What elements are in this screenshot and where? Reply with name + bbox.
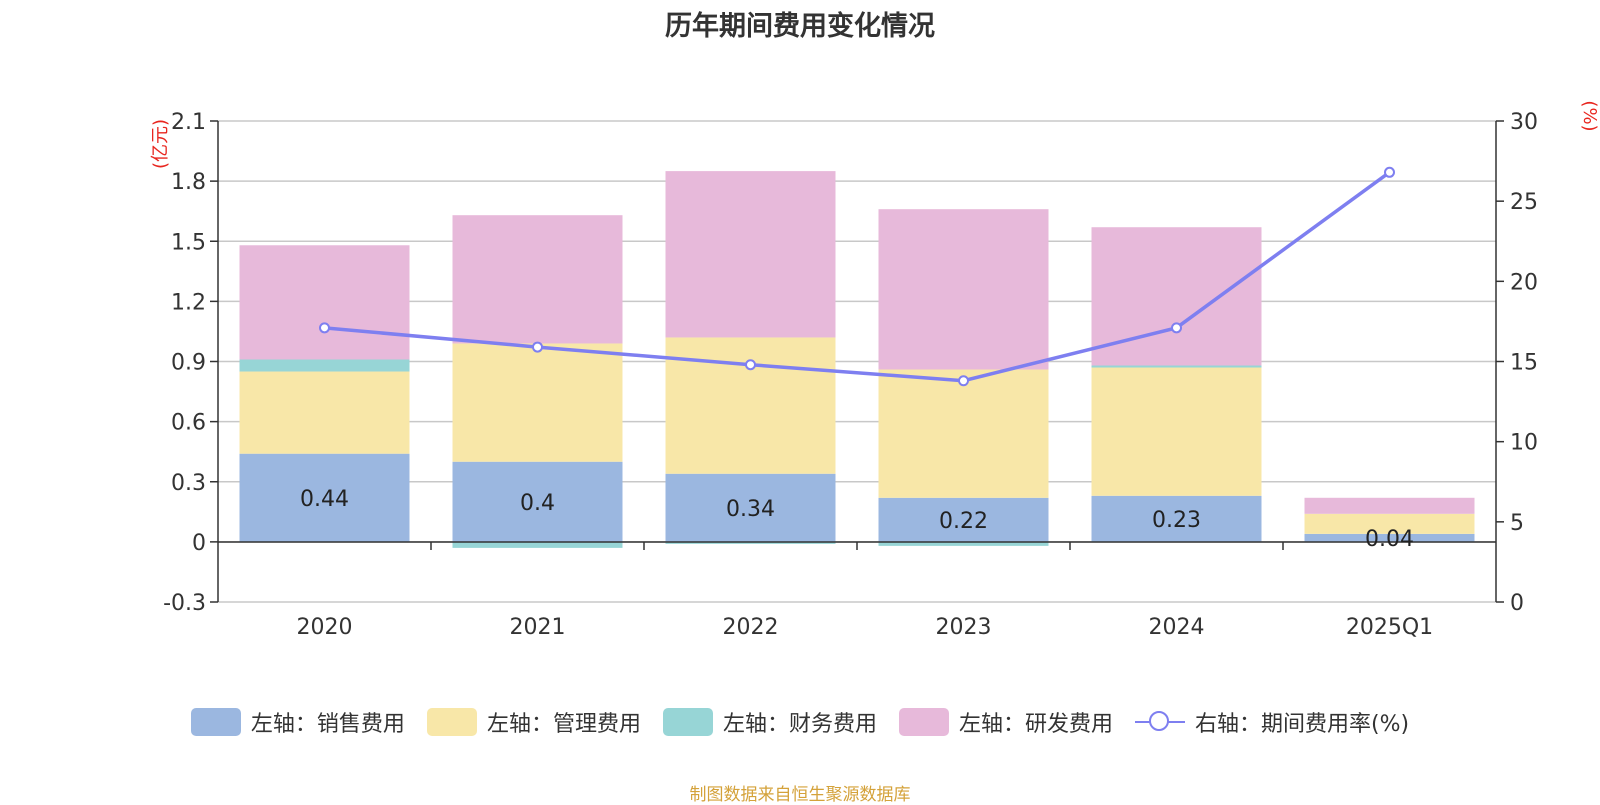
data-label: 0.04 — [1365, 527, 1414, 552]
left-tick-label: 0.6 — [171, 411, 206, 436]
right-tick-label: 20 — [1510, 270, 1538, 295]
left-axis-unit: (亿元) — [150, 119, 171, 169]
rate-point-2021 — [532, 341, 543, 353]
data-label: 0.22 — [939, 509, 988, 534]
legend-label-rate: 右轴：期间费用率(%) — [1194, 712, 1410, 737]
x-tick-label: 2022 — [723, 615, 779, 640]
legend-item-rate[interactable]: 右轴：期间费用率(%) — [1134, 706, 1410, 738]
bar-2021-s2 — [452, 541, 623, 548]
x-tick-label: 2021 — [510, 615, 566, 640]
x-tick-label: 2020 — [297, 615, 353, 640]
bar-2025Q1-s1 — [1304, 513, 1475, 534]
grid-lines — [218, 120, 1496, 603]
bar-2022-s1 — [665, 337, 836, 474]
left-tick-label: 1.2 — [171, 290, 206, 315]
left-tick-label: 0.3 — [171, 471, 206, 496]
legend-line-circle-icon — [1134, 708, 1185, 736]
bar-2022-s2 — [665, 541, 836, 544]
bar-2025Q1-s3 — [1304, 497, 1475, 514]
bar-2023-s1 — [878, 369, 1049, 498]
legend-swatch-sales — [190, 708, 241, 736]
bar-2025Q1-s0 — [1304, 533, 1475, 542]
x-tick-label: 2023 — [936, 615, 992, 640]
bar-2024-s2 — [1091, 365, 1262, 368]
rate-line-path — [324, 170, 1391, 383]
left-tick-label: 0.9 — [171, 351, 206, 376]
right-tick-label: 30 — [1510, 110, 1538, 135]
bar-2024-s3 — [1091, 227, 1262, 366]
legend-item-sales[interactable]: 左轴：销售费用 — [190, 706, 405, 738]
bar-2020-s0 — [239, 453, 410, 542]
data-label: 0.23 — [1152, 508, 1201, 533]
legend-label-sales: 左轴：销售费用 — [250, 712, 405, 737]
left-tick-label: 2.1 — [171, 110, 206, 135]
bar-2020-s3 — [239, 245, 410, 360]
right-tick-label: 5 — [1510, 511, 1524, 536]
bar-2023-s2 — [878, 541, 1049, 546]
legend-label-finance: 左轴：财务费用 — [722, 712, 877, 737]
legend: 左轴：销售费用 左轴：管理费用 左轴：财务费用 左轴：研发费用 右轴：期间费用率… — [0, 702, 1600, 742]
legend-swatch-rnd — [898, 708, 949, 736]
bar-2022-s3 — [665, 171, 836, 338]
legend-swatch-finance — [662, 708, 713, 736]
bar-2023-s3 — [878, 209, 1049, 370]
bar-2021-s3 — [452, 215, 623, 344]
right-tick-label: 25 — [1510, 190, 1538, 215]
legend-item-finance[interactable]: 左轴：财务费用 — [662, 706, 877, 738]
legend-label-admin: 左轴：管理费用 — [486, 712, 641, 737]
axes: 2.1 1.8 1.5 1.2 0.9 0.6 0.3 0 -0.3 30 25 20 15 10 5 0 20… — [163, 110, 1538, 640]
x-tick-label: 2025Q1 — [1346, 615, 1433, 640]
bar-2020-s1 — [239, 371, 410, 454]
legend-item-rnd[interactable]: 左轴：研发费用 — [898, 706, 1113, 738]
bar-series — [239, 171, 1475, 548]
data-label: 0.34 — [726, 497, 775, 522]
left-tick-label: 0 — [192, 531, 206, 556]
bar-2020-s2 — [239, 359, 410, 372]
chart-canvas: 2.1 1.8 1.5 1.2 0.9 0.6 0.3 0 -0.3 30 25 20 15 10 5 0 20… — [150, 100, 1600, 640]
bar-2022-s0 — [665, 473, 836, 542]
chart-title: 历年期间费用变化情况 — [665, 11, 935, 42]
bar-2021-s0 — [452, 461, 623, 542]
legend-swatch-admin — [426, 708, 477, 736]
left-tick-label: 1.5 — [171, 230, 206, 255]
rate-point-2022 — [745, 359, 756, 371]
rate-line — [319, 166, 1395, 387]
rate-point-2025Q1 — [1384, 166, 1395, 178]
right-axis-unit: (%) — [1579, 100, 1600, 131]
data-labels: 0.44 0.4 0.34 0.22 0.23 0.04 — [300, 487, 1414, 552]
rate-point-2020 — [319, 322, 330, 334]
legend-item-admin[interactable]: 左轴：管理费用 — [426, 706, 641, 738]
left-tick-label: 1.8 — [171, 170, 206, 195]
right-tick-label: 15 — [1510, 351, 1538, 376]
source-note: 制图数据来自恒生聚源数据库 — [689, 785, 911, 805]
data-label: 0.44 — [300, 487, 349, 512]
right-tick-label: 0 — [1510, 591, 1524, 616]
legend-label-rnd: 左轴：研发费用 — [958, 712, 1113, 737]
x-tick-label: 2024 — [1149, 615, 1205, 640]
bar-2023-s0 — [878, 497, 1049, 542]
data-label: 0.4 — [520, 491, 555, 516]
right-tick-label: 10 — [1510, 431, 1538, 456]
bar-2024-s0 — [1091, 495, 1262, 542]
bar-2024-s1 — [1091, 367, 1262, 496]
rate-point-2023 — [958, 375, 969, 387]
rate-point-2024 — [1171, 322, 1182, 334]
left-tick-label: -0.3 — [163, 591, 206, 616]
bar-2021-s1 — [452, 343, 623, 462]
